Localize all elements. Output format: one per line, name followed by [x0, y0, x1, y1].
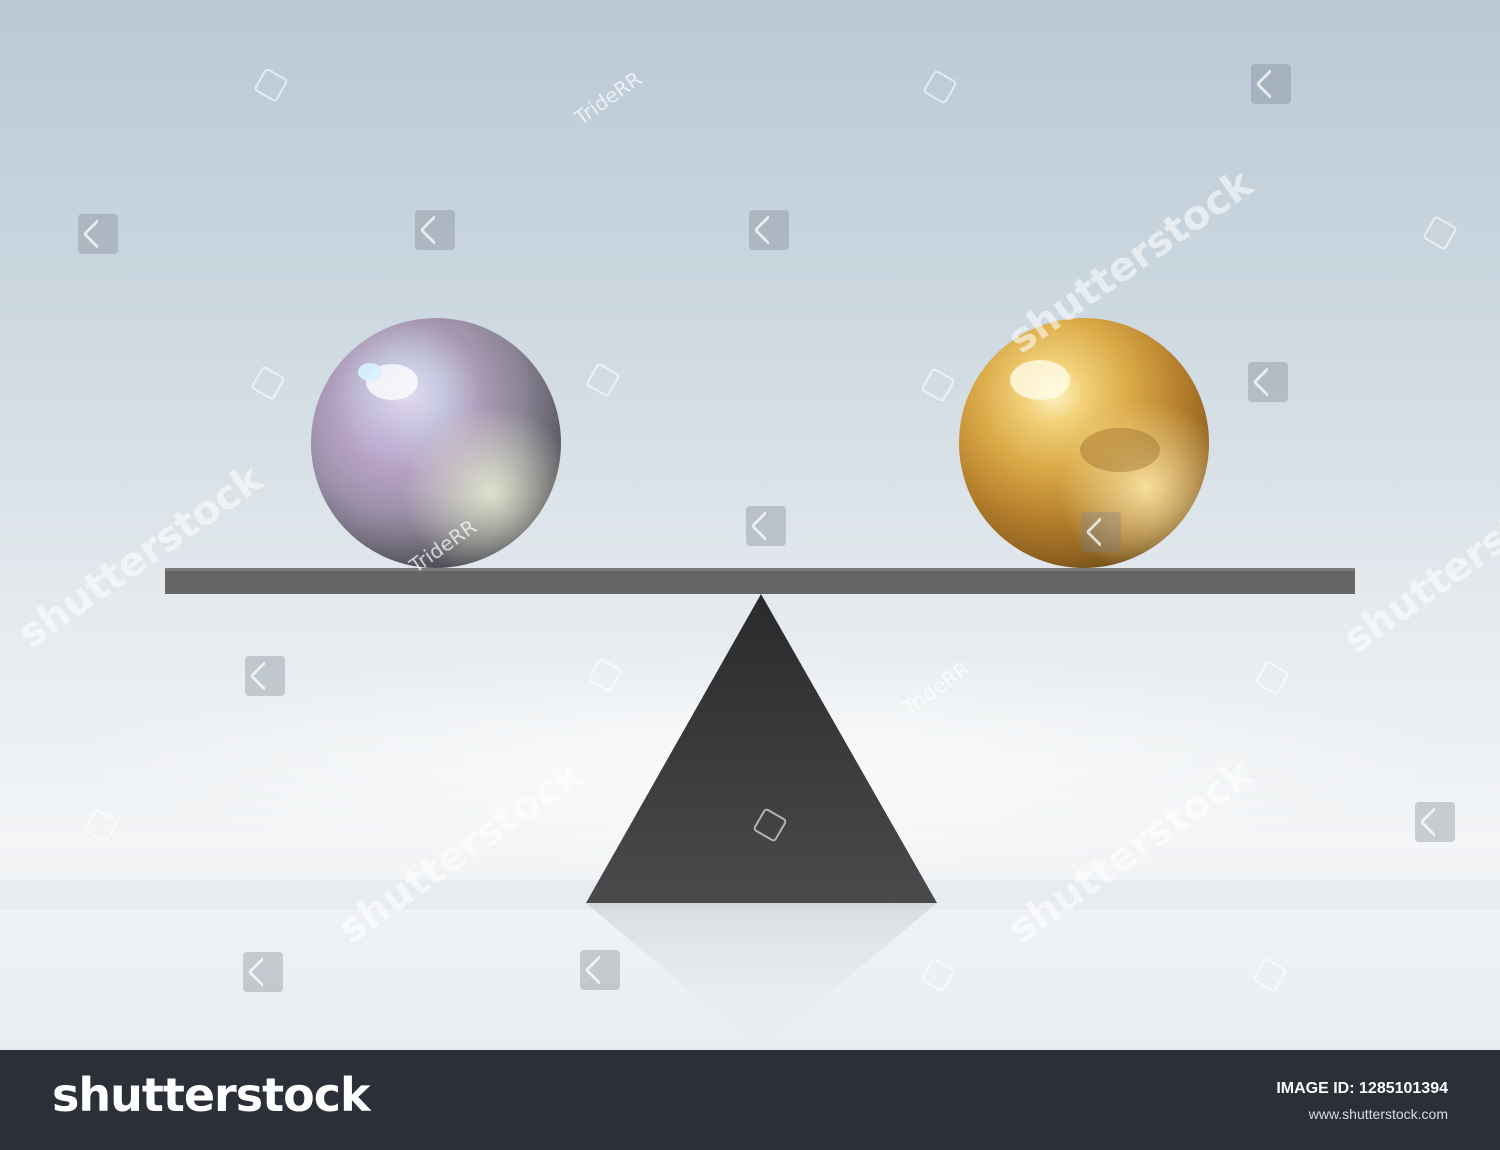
- balance-scene: shutterstock shutterstock shutterstock s…: [0, 0, 1500, 1050]
- balance-illustration: [0, 318, 1500, 1050]
- image-id-label: IMAGE ID:: [1276, 1080, 1355, 1097]
- watermark-logo-icon: [1251, 64, 1291, 104]
- fulcrum-reflection: [586, 903, 937, 1050]
- pearl-sphere: [311, 318, 561, 568]
- watermark-logo-icon: [749, 210, 789, 250]
- watermark-logo-icon: [243, 952, 283, 992]
- site-url: www.shutterstock.com: [1308, 1106, 1448, 1122]
- fulcrum-triangle: [586, 594, 937, 903]
- watermark-logo-icon: [1415, 802, 1455, 842]
- shutterstock-logo: shutterstock: [52, 1068, 371, 1122]
- watermark-logo-icon: [1248, 362, 1288, 402]
- footer-bar: shutterstock IMAGE ID: 1285101394 www.sh…: [0, 1050, 1500, 1150]
- image-id: IMAGE ID: 1285101394: [1276, 1080, 1448, 1098]
- watermark-logo-icon: [78, 214, 118, 254]
- watermark-logo-icon: [746, 506, 786, 546]
- gold-sphere: [959, 318, 1209, 568]
- image-id-value: 1285101394: [1359, 1080, 1448, 1097]
- watermark-logo-icon: [580, 950, 620, 990]
- balance-plank: [165, 568, 1355, 594]
- watermark-logo-icon: [415, 210, 455, 250]
- watermark-logo-icon: [245, 656, 285, 696]
- watermark-logo-icon: [1081, 512, 1121, 552]
